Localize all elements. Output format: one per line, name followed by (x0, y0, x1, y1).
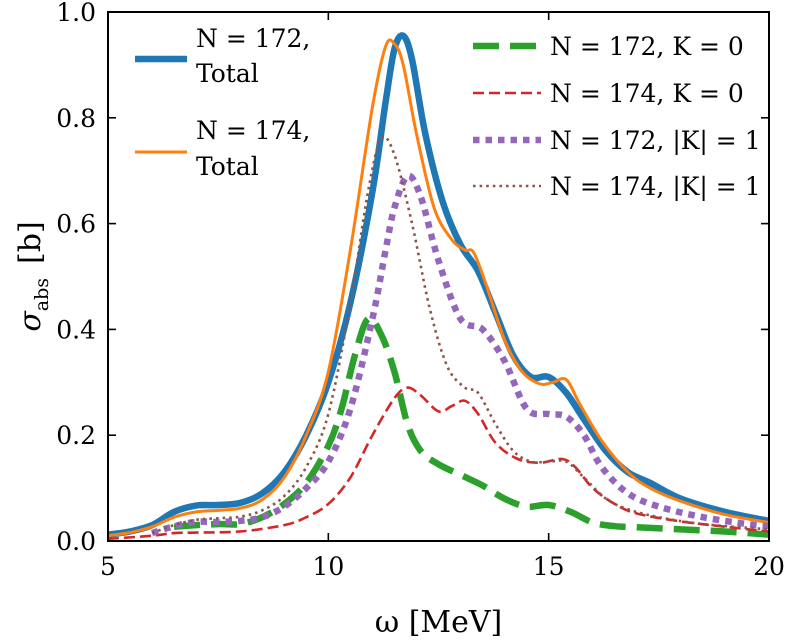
legend-label: N = 174, (196, 116, 310, 145)
y-axis-label: σabs [b] (13, 221, 53, 331)
x-tick-label: 20 (753, 552, 785, 581)
legend-label-line2: Total (196, 152, 259, 181)
y-tick-label: 1.0 (56, 0, 96, 27)
y-label-unit: [b] (13, 221, 48, 264)
legend-entry-1: N = 172, Total (135, 24, 310, 88)
legend-label: N = 172, (196, 24, 310, 53)
y-tick-label: 0.6 (56, 210, 96, 239)
y-tick-label: 0.0 (56, 527, 96, 556)
x-tick-label: 15 (533, 552, 565, 581)
legend-label: N = 174, |K| = 1 (550, 172, 761, 202)
y-tick-label: 0.2 (56, 421, 96, 450)
y-label-symbol: σ (13, 310, 48, 332)
series-line-3 (173, 314, 769, 538)
legend-entry-4: N = 174, K = 0 (473, 79, 744, 108)
legend-label: N = 172, |K| = 1 (550, 126, 761, 156)
y-label-subscript: abs (31, 278, 53, 311)
legend-entry-3: N = 172, K = 0 (473, 32, 744, 61)
legend-entry-2: N = 174, Total (135, 116, 310, 181)
y-tick-label: 0.8 (56, 104, 96, 133)
x-tick-label: 10 (312, 552, 344, 581)
x-tick-label: 5 (100, 552, 116, 581)
legend-entry-5: N = 172, |K| = 1 (473, 126, 761, 156)
ticks-layer: 5 10 15 20 0.0 0.2 0.4 0.6 0.8 1.0 (56, 0, 785, 581)
legend-label: N = 172, K = 0 (550, 32, 744, 61)
y-tick-label: 0.4 (56, 315, 96, 344)
legend: N = 172, Total N = 174, Total N = 172, K = 0… (135, 24, 761, 202)
series-layer (108, 32, 769, 541)
series-line-2 (108, 38, 769, 538)
series-line-5 (151, 172, 769, 537)
series-line-1 (108, 32, 769, 538)
plot-frame (107, 11, 770, 542)
legend-label-line2: Total (196, 59, 259, 88)
legend-entry-6: N = 174, |K| = 1 (473, 172, 761, 202)
legend-label: N = 174, K = 0 (550, 79, 744, 108)
x-axis-label: ω [MeV] (375, 605, 503, 640)
